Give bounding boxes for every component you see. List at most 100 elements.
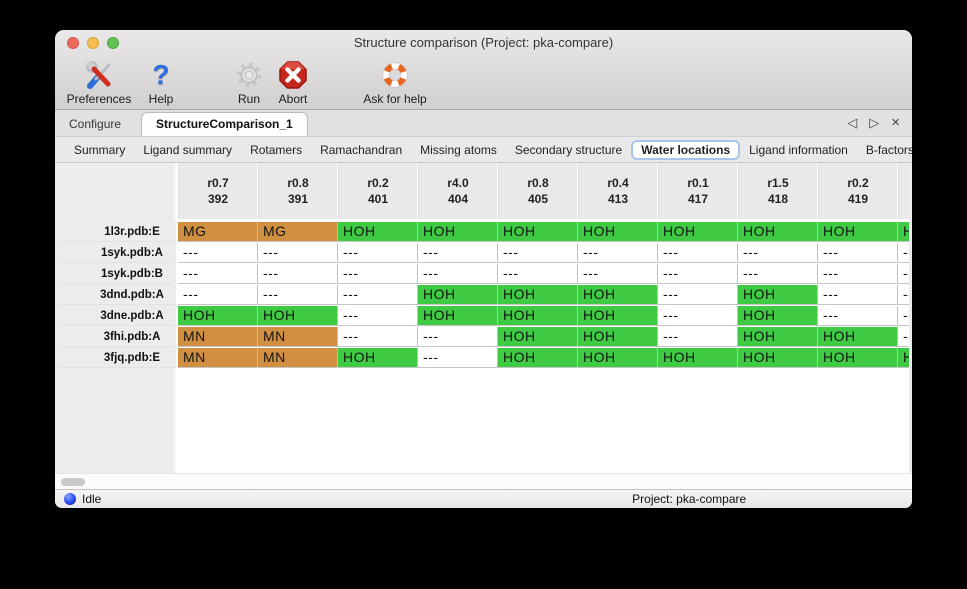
table-cell[interactable]: MN	[258, 327, 338, 347]
table-cell[interactable]: ---	[658, 285, 738, 305]
table-cell[interactable]: MN	[258, 348, 338, 368]
zoom-window-button[interactable]	[107, 37, 119, 49]
column-header[interactable]: r0.2 401	[338, 163, 417, 219]
table-cell[interactable]: MN	[178, 348, 258, 368]
horizontal-scrollbar-thumb[interactable]	[61, 478, 85, 486]
table-cell[interactable]: HOH	[578, 285, 658, 305]
horizontal-scrollbar[interactable]	[55, 473, 912, 489]
table-cell[interactable]: ---	[338, 243, 418, 263]
table-cell[interactable]: HOH	[178, 306, 258, 326]
column-header[interactable]: r0.8 405	[498, 163, 577, 219]
table-cell[interactable]: HOH	[258, 306, 338, 326]
table-cell[interactable]: ---	[258, 243, 338, 263]
table-cell[interactable]: ---	[898, 327, 909, 347]
table-cell[interactable]: HOH	[658, 348, 738, 368]
column-header[interactable]: r0.1 417	[658, 163, 737, 219]
column-header[interactable]: r0.7 392	[178, 163, 257, 219]
table-cell[interactable]: HOH	[738, 348, 818, 368]
table-cell[interactable]: ---	[818, 306, 898, 326]
table-cell[interactable]: ---	[898, 285, 909, 305]
subtab-water-locations[interactable]: Water locations	[631, 139, 741, 160]
table-cell[interactable]: ---	[258, 285, 338, 305]
minimize-window-button[interactable]	[87, 37, 99, 49]
table-cell[interactable]: HOH	[578, 348, 658, 368]
table-cell[interactable]: HOH	[578, 327, 658, 347]
table-cell[interactable]: ---	[338, 306, 418, 326]
subtab-missing-atoms[interactable]: Missing atoms	[420, 142, 497, 157]
table-cell[interactable]: ---	[658, 327, 738, 347]
table-cell[interactable]: ---	[258, 264, 338, 284]
column-header[interactable]: r0.4 413	[578, 163, 657, 219]
table-cell[interactable]: HOH	[818, 222, 898, 242]
table-cell[interactable]: HOH	[418, 285, 498, 305]
table-cell[interactable]: ---	[818, 285, 898, 305]
table-cell[interactable]: ---	[418, 327, 498, 347]
table-cell[interactable]: ---	[178, 285, 258, 305]
table-cell[interactable]: HOH	[338, 222, 418, 242]
row-label[interactable]: 3dnd.pdb:A	[58, 285, 176, 305]
table-cell[interactable]: HOH	[578, 306, 658, 326]
table-cell[interactable]: HOH	[498, 222, 578, 242]
column-header[interactable]	[898, 163, 909, 219]
row-label[interactable]: 1syk.pdb:A	[58, 243, 176, 263]
table-cell[interactable]: ---	[658, 243, 738, 263]
table-cell[interactable]: ---	[818, 264, 898, 284]
table-cell[interactable]: ---	[338, 327, 418, 347]
table-cell[interactable]: ---	[818, 243, 898, 263]
table-cell[interactable]: ---	[178, 264, 258, 284]
table-cell[interactable]: ---	[578, 264, 658, 284]
close-window-button[interactable]	[67, 37, 79, 49]
tab-close-icon[interactable]: ×	[891, 114, 900, 131]
table-cell[interactable]: HOH	[418, 222, 498, 242]
column-header[interactable]: r0.8 391	[258, 163, 337, 219]
table-cell[interactable]: ---	[498, 264, 578, 284]
table-cell[interactable]: ---	[498, 243, 578, 263]
table-cell[interactable]: HOH	[738, 285, 818, 305]
table-cell[interactable]: ---	[898, 264, 909, 284]
tab-prev-icon[interactable]: ◁	[847, 114, 858, 130]
row-label[interactable]: 3fjq.pdb:E	[58, 348, 176, 368]
subtab-b-factors[interactable]: B-factors	[865, 142, 912, 157]
table-cell[interactable]: HOH	[738, 327, 818, 347]
table-cell[interactable]: MG	[258, 222, 338, 242]
row-label[interactable]: 1syk.pdb:B	[58, 264, 176, 284]
subtab-ligand-information[interactable]: Ligand information	[749, 142, 848, 157]
subtab-ligand-summary[interactable]: Ligand summary	[143, 142, 233, 157]
table-cell[interactable]: HOH	[498, 285, 578, 305]
subtab-summary[interactable]: Summary	[74, 142, 126, 157]
table-cell[interactable]: HOH	[338, 348, 418, 368]
table-cell[interactable]: MN	[178, 327, 258, 347]
table-cell[interactable]: HOH	[898, 348, 909, 368]
column-header[interactable]: r1.5 418	[738, 163, 817, 219]
table-cell[interactable]: HOH	[818, 348, 898, 368]
table-cell[interactable]: HOH	[818, 327, 898, 347]
abort-button[interactable]: Abort	[271, 59, 315, 106]
preferences-button[interactable]: Preferences	[61, 59, 137, 106]
table-cell[interactable]: HOH	[498, 327, 578, 347]
table-cell[interactable]: ---	[178, 243, 258, 263]
table-cell[interactable]: ---	[658, 306, 738, 326]
subtab-ramachandran[interactable]: Ramachandran	[320, 142, 403, 157]
table-cell[interactable]: HOH	[578, 222, 658, 242]
table-cell[interactable]: ---	[418, 243, 498, 263]
row-label[interactable]: 3fhi.pdb:A	[58, 327, 176, 347]
table-cell[interactable]: HOH	[498, 348, 578, 368]
table-cell[interactable]: HOH	[498, 306, 578, 326]
help-button[interactable]: ? Help	[141, 59, 181, 107]
table-cell[interactable]: HOH	[898, 222, 909, 242]
subtab-secondary-structure[interactable]: Secondary structure	[514, 142, 623, 157]
table-cell[interactable]: ---	[418, 348, 498, 368]
table-cell[interactable]: MG	[178, 222, 258, 242]
table-cell[interactable]: HOH	[738, 222, 818, 242]
table-cell[interactable]: HOH	[738, 306, 818, 326]
subtab-rotamers[interactable]: Rotamers	[250, 142, 303, 157]
table-cell[interactable]: ---	[898, 306, 909, 326]
table-cell[interactable]: ---	[738, 264, 818, 284]
tab-structurecomparison-1[interactable]: StructureComparison_1	[141, 112, 308, 136]
table-cell[interactable]: ---	[338, 285, 418, 305]
table-cell[interactable]: HOH	[658, 222, 738, 242]
column-header[interactable]: r4.0 404	[418, 163, 497, 219]
tab-next-icon[interactable]: ▷	[869, 114, 880, 130]
table-cell[interactable]: ---	[898, 243, 909, 263]
tab-configure[interactable]: Configure	[69, 117, 122, 131]
